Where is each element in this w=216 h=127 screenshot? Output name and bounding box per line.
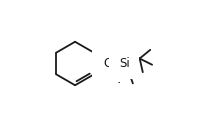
Text: Si: Si — [119, 57, 130, 70]
Text: O: O — [103, 57, 113, 70]
